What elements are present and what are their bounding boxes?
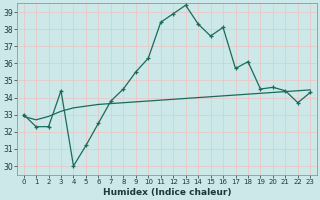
X-axis label: Humidex (Indice chaleur): Humidex (Indice chaleur) [103,188,231,197]
